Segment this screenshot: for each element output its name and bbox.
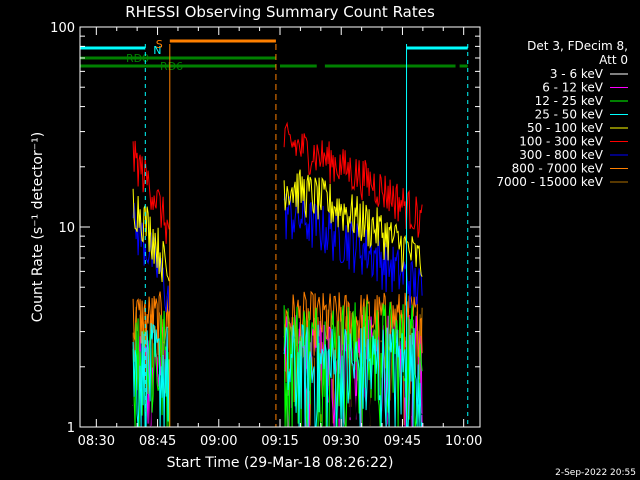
x-tick-label-1: 08:45 bbox=[139, 434, 176, 449]
footer-timestamp: 2-Sep-2022 20:55 bbox=[555, 468, 636, 478]
legend-label-6: 300 - 800 keV bbox=[519, 148, 603, 162]
x-tick-label-4: 09:30 bbox=[322, 434, 359, 449]
series-3-segment-1 bbox=[283, 323, 423, 428]
chart-title: RHESSI Observing Summary Count Rates bbox=[125, 3, 435, 21]
x-tick-label-6: 10:00 bbox=[445, 434, 482, 449]
series-6-segment-1 bbox=[283, 193, 423, 309]
series-6-segment-0 bbox=[132, 202, 170, 313]
series-4-segment-1 bbox=[283, 169, 423, 277]
x-axis-label: Start Time (29-Mar-18 08:26:22) bbox=[167, 455, 394, 471]
x-tick-label-0: 08:30 bbox=[78, 434, 115, 449]
legend-label-0: 3 - 6 keV bbox=[550, 67, 604, 81]
y-tick-label-1: 10 bbox=[58, 221, 75, 236]
series-5-segment-1 bbox=[283, 121, 423, 238]
x-tick-label-2: 09:00 bbox=[200, 434, 237, 449]
y-tick-label-0: 1 bbox=[67, 421, 75, 436]
legend-label-1: 6 - 12 keV bbox=[542, 81, 604, 95]
legend-label-2: 12 - 25 keV bbox=[535, 94, 604, 108]
series-5-segment-0 bbox=[132, 140, 170, 244]
flag-rd6-label: RD6 bbox=[160, 60, 183, 73]
legend-header-line-2: Att 0 bbox=[599, 53, 628, 67]
legend-label-3: 25 - 50 keV bbox=[535, 108, 604, 122]
legend-label-7: 800 - 7000 keV bbox=[512, 162, 604, 176]
series-4-segment-0 bbox=[132, 188, 170, 283]
flag-rd0-label: RD0 bbox=[126, 52, 149, 65]
axes-layer: 08:30 08:45 09:00 09:15 09:30 09:45 10:00 1 10 10… bbox=[50, 21, 482, 449]
legend-label-8: 7000 - 15000 keV bbox=[496, 175, 603, 189]
y-axis-label: Count Rate (s⁻¹ detector⁻¹) bbox=[30, 132, 46, 322]
x-tick-label-5: 09:45 bbox=[384, 434, 421, 449]
series-3-segment-0 bbox=[132, 323, 170, 428]
y-tick-label-2: 100 bbox=[50, 21, 75, 36]
flag-s-label: S bbox=[156, 38, 163, 51]
x-tick-label-3: 09:15 bbox=[261, 434, 298, 449]
legend-label-4: 50 - 100 keV bbox=[527, 121, 604, 135]
flag-n-label: N bbox=[153, 44, 161, 57]
legend-label-5: 100 - 300 keV bbox=[519, 135, 603, 149]
legend-header-line-1: Det 3, FDecim 8, bbox=[527, 39, 628, 53]
